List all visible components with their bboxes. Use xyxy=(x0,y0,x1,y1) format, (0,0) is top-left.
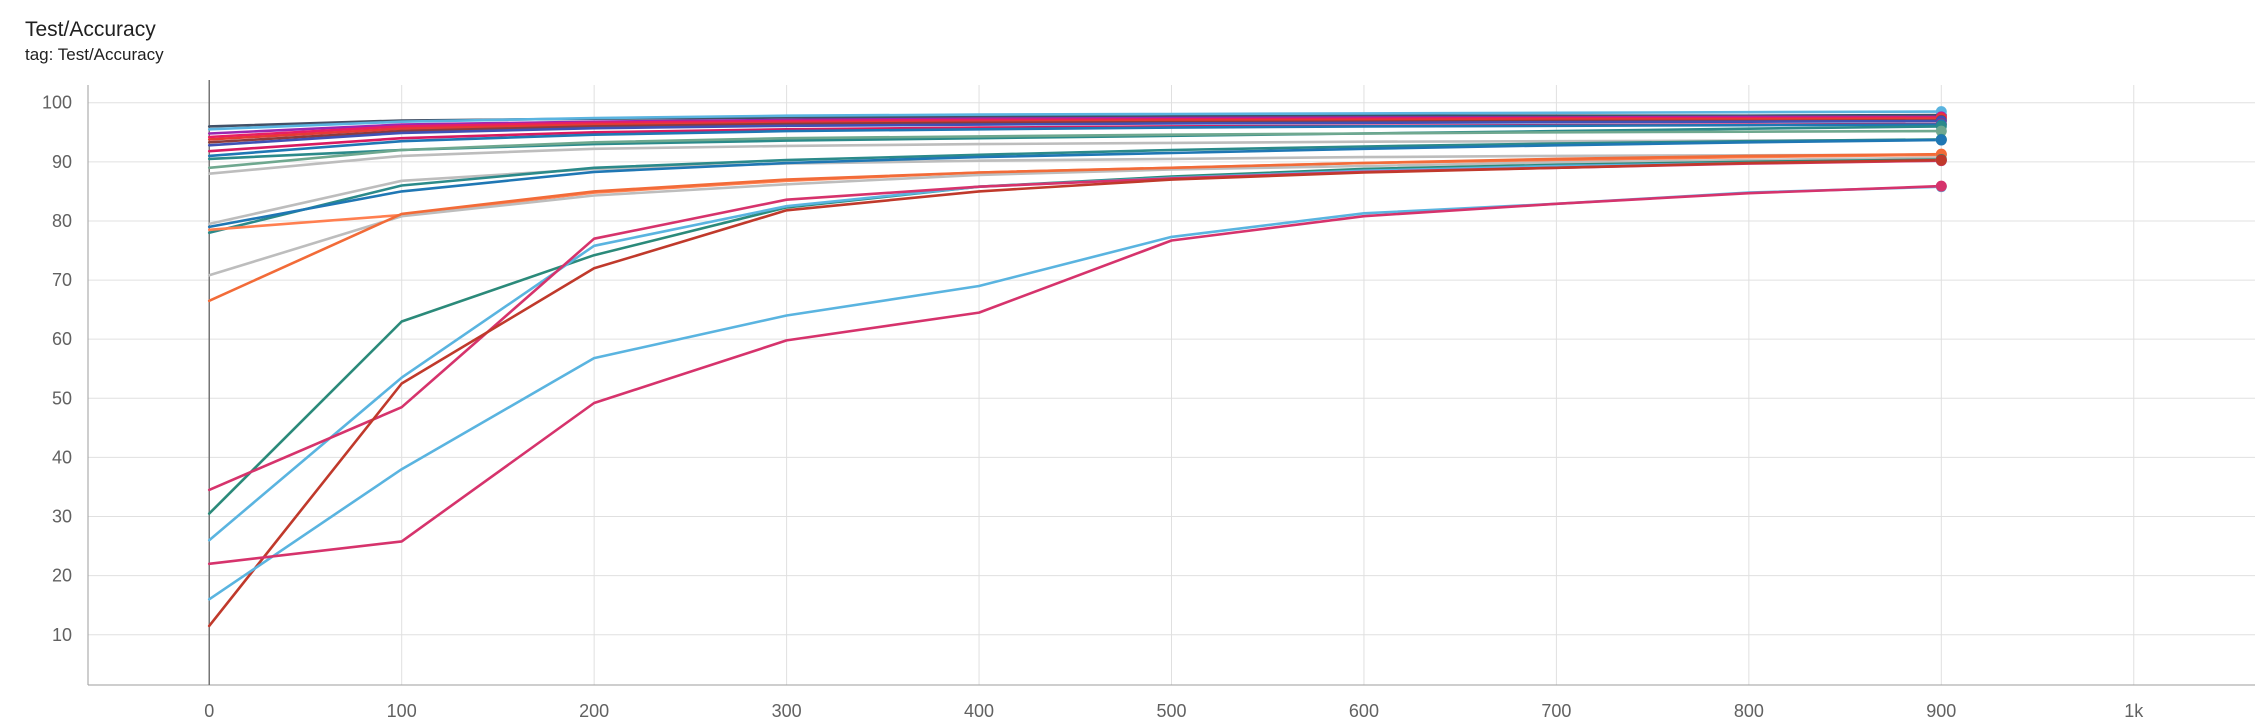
series-line[interactable] xyxy=(207,156,1943,277)
y-tick-label: 20 xyxy=(52,566,72,586)
series-line[interactable] xyxy=(207,138,1943,235)
x-tick-label: 200 xyxy=(579,701,609,721)
x-tick-label: 300 xyxy=(772,701,802,721)
series-group xyxy=(207,110,1943,628)
x-tick-label: 100 xyxy=(387,701,417,721)
x-tick-label: 600 xyxy=(1349,701,1379,721)
y-tick-labels: 10 20 30 40 50 60 70 80 90 100 xyxy=(42,93,72,645)
y-tick-label: 70 xyxy=(52,270,72,290)
series-line[interactable] xyxy=(207,138,1943,229)
series-end-marker[interactable] xyxy=(1935,154,1947,166)
x-tick-label: 1k xyxy=(2124,701,2144,721)
y-tick-label: 50 xyxy=(52,388,72,408)
series-line[interactable] xyxy=(207,159,1943,542)
chart-tag-label: tag: Test/Accuracy xyxy=(25,45,164,64)
y-tick-label: 80 xyxy=(52,211,72,231)
series-line[interactable] xyxy=(207,158,1943,628)
y-tick-label: 30 xyxy=(52,507,72,527)
chart-grid xyxy=(88,85,2255,685)
y-tick-label: 100 xyxy=(42,93,72,113)
x-tick-label: 900 xyxy=(1926,701,1956,721)
x-tick-label: 0 xyxy=(204,701,214,721)
x-tick-label: 500 xyxy=(1156,701,1186,721)
endpoint-markers xyxy=(1935,106,1947,193)
y-tick-label: 90 xyxy=(52,152,72,172)
series-line[interactable] xyxy=(207,158,1943,515)
y-tick-label: 60 xyxy=(52,329,72,349)
y-tick-label: 40 xyxy=(52,447,72,467)
series-end-marker[interactable] xyxy=(1935,134,1947,146)
series-line[interactable] xyxy=(207,185,1943,601)
series-end-marker[interactable] xyxy=(1935,125,1947,137)
series-line[interactable] xyxy=(207,117,1943,141)
y-tick-label: 10 xyxy=(52,625,72,645)
x-tick-label: 800 xyxy=(1734,701,1764,721)
series-line[interactable] xyxy=(207,153,1943,226)
series-line[interactable] xyxy=(207,119,1943,147)
series-line[interactable] xyxy=(207,110,1943,131)
series-line[interactable] xyxy=(207,138,1943,175)
series-line[interactable] xyxy=(207,152,1943,303)
chart-title: Test/Accuracy xyxy=(25,18,156,41)
series-line[interactable] xyxy=(207,129,1943,170)
series-end-marker[interactable] xyxy=(1935,180,1947,192)
series-line[interactable] xyxy=(207,184,1943,566)
x-tick-label: 700 xyxy=(1541,701,1571,721)
series-line[interactable] xyxy=(207,123,1943,158)
x-tick-labels: 0 100 200 300 400 500 600 700 800 900 1k xyxy=(204,701,2144,721)
x-tick-label: 400 xyxy=(964,701,994,721)
